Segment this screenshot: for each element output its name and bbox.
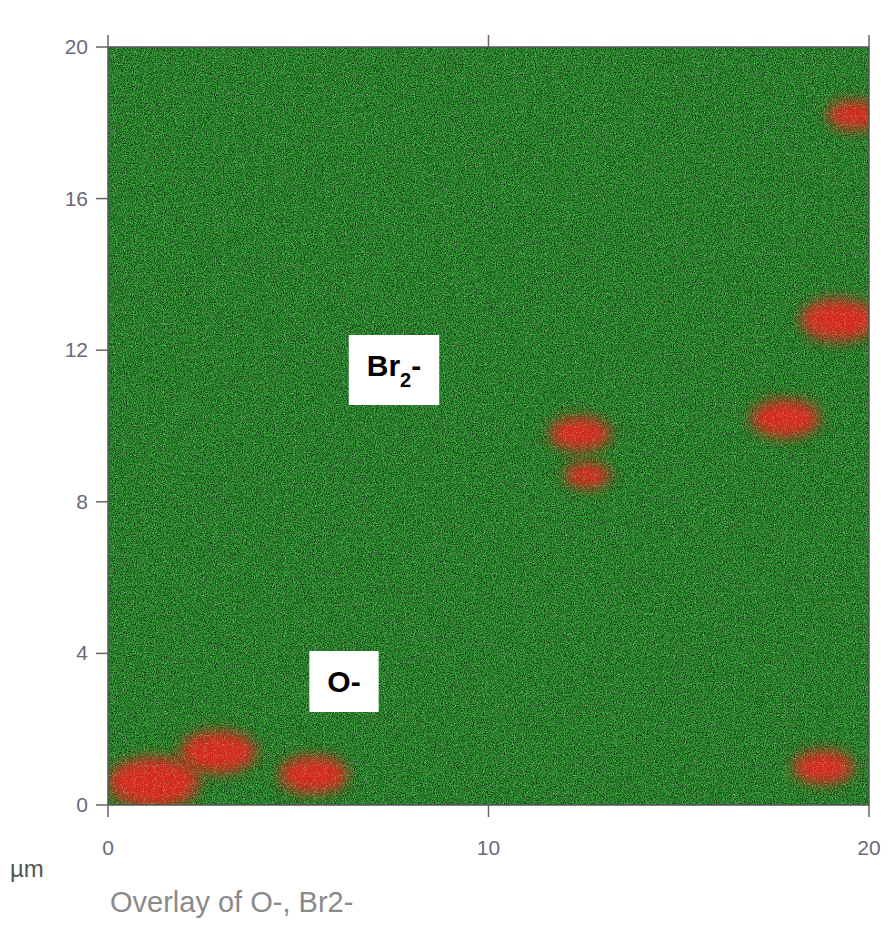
y-tick-label: 4 bbox=[76, 641, 88, 664]
y-tick bbox=[96, 46, 108, 48]
x-tick-top bbox=[488, 35, 490, 47]
noise-dark bbox=[108, 47, 869, 805]
series-label: Br2- bbox=[367, 349, 421, 391]
series-label-box bbox=[349, 335, 439, 405]
y-tick bbox=[96, 804, 108, 806]
series-label-box bbox=[309, 651, 378, 712]
chart-root: 0 10 20 0 4 8 12 16 20 µm Overlay of O-, Br2- Br2- O… bbox=[0, 0, 889, 933]
x-tick-label: 20 bbox=[857, 836, 880, 859]
chart-svg: 0 10 20 0 4 8 12 16 20 µm Overlay of O-, Br2- Br2- O… bbox=[0, 0, 889, 933]
y-tick-label: 12 bbox=[65, 338, 88, 361]
chart-title: Overlay of O-, Br2- bbox=[110, 886, 353, 918]
y-tick-label: 0 bbox=[76, 793, 88, 816]
noise-light bbox=[108, 47, 869, 805]
x-tick-top bbox=[107, 35, 109, 47]
x-tick bbox=[868, 805, 870, 817]
series-label: O- bbox=[327, 665, 360, 698]
series-label-part: 2 bbox=[400, 369, 411, 391]
x-axis-label: µm bbox=[10, 855, 44, 882]
x-tick-label: 0 bbox=[102, 836, 114, 859]
series-label-group: O- bbox=[309, 651, 378, 712]
plot-frame bbox=[108, 47, 869, 805]
y-tick bbox=[96, 501, 108, 503]
br2-signal bbox=[108, 47, 869, 805]
y-tick bbox=[96, 349, 108, 351]
y-tick-label: 8 bbox=[76, 490, 88, 513]
y-tick-label: 16 bbox=[65, 187, 88, 210]
series-label-part: O- bbox=[327, 665, 360, 698]
x-tick bbox=[488, 805, 490, 817]
series-label-group: Br2- bbox=[349, 335, 439, 405]
ion-image bbox=[108, 47, 869, 805]
series-label-part: - bbox=[411, 349, 421, 382]
y-tick-label: 20 bbox=[65, 35, 88, 58]
x-tick-top bbox=[868, 35, 870, 47]
y-tick bbox=[96, 653, 108, 655]
y-tick bbox=[96, 198, 108, 200]
series-label-part: Br bbox=[367, 349, 401, 382]
x-tick-label: 10 bbox=[477, 836, 500, 859]
x-tick bbox=[107, 805, 109, 817]
